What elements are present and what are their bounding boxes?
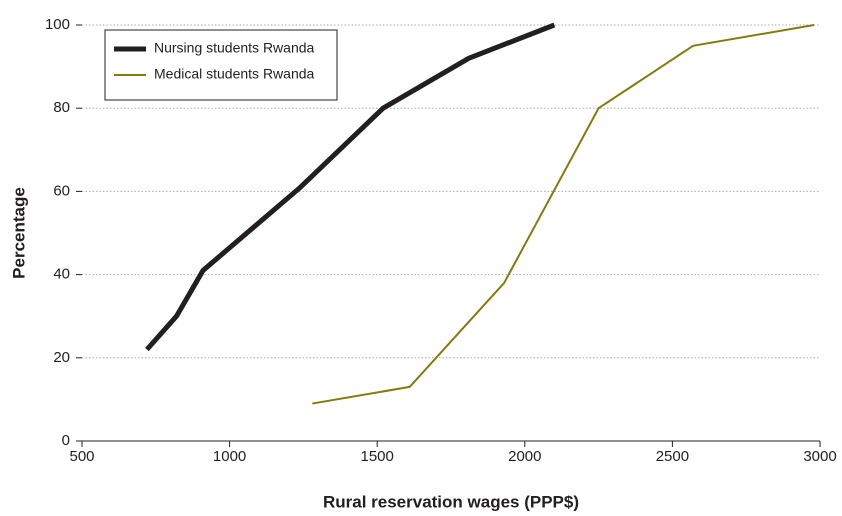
y-axis-label: Percentage <box>9 187 28 279</box>
x-tick-label: 2000 <box>508 448 541 465</box>
x-tick-label: 1500 <box>361 448 394 465</box>
y-tick-label: 20 <box>53 349 70 366</box>
x-tick-label: 3000 <box>803 448 836 465</box>
x-axis-label: Rural reservation wages (PPP$) <box>323 492 579 511</box>
y-tick-label: 0 <box>62 432 70 449</box>
legend-label: Medical students Rwanda <box>154 66 315 82</box>
legend-box <box>104 29 338 101</box>
x-tick-label: 1000 <box>213 448 246 465</box>
y-tick-label: 100 <box>45 16 70 33</box>
x-tick-label: 500 <box>69 448 94 465</box>
y-tick-label: 80 <box>53 99 70 116</box>
series-line <box>145 22 556 352</box>
legend-label: Nursing students Rwanda <box>154 40 315 56</box>
y-tick-label: 60 <box>53 182 70 199</box>
y-tick-label: 40 <box>53 266 70 283</box>
series-line <box>312 24 815 405</box>
x-tick-label: 2500 <box>656 448 689 465</box>
